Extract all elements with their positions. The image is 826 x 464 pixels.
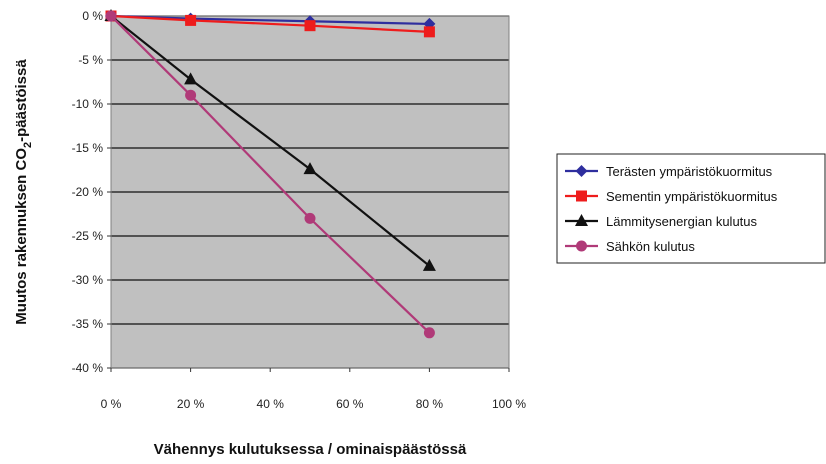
legend-item: Sähkön kulutus — [565, 239, 695, 254]
data-point — [185, 14, 197, 26]
legend-label: Sementin ympäristökuormitus — [606, 189, 778, 204]
legend-marker — [575, 214, 588, 226]
legend: Terästen ympäristökuormitus Sementin ympä… — [556, 153, 826, 264]
y-axis-title-subscript: 2 — [22, 142, 34, 148]
x-axis-title: Vähennys kulutuksessa / ominaispäästössä — [154, 441, 467, 458]
y-tick-label: -20 % — [72, 185, 104, 199]
legend-label: Sähkön kulutus — [606, 239, 695, 254]
legend-label: Terästen ympäristökuormitus — [606, 164, 773, 179]
series-layer — [104, 9, 436, 339]
legend-items: Terästen ympäristökuormitus Sementin ympä… — [565, 164, 778, 254]
y-tick-label: -35 % — [72, 317, 104, 331]
legend-item: Sementin ympäristökuormitus — [565, 189, 778, 204]
y-tick-label: -25 % — [72, 229, 104, 243]
y-tick-label: -15 % — [72, 141, 104, 155]
y-tick-label: -40 % — [72, 361, 104, 375]
legend-box — [556, 153, 826, 264]
data-point — [423, 327, 435, 339]
data-point — [185, 89, 197, 101]
y-axis-title-suffix: -päästöissä — [13, 59, 30, 142]
x-tick-label: 40 % — [257, 397, 285, 411]
x-tick-label: 60 % — [336, 397, 364, 411]
x-axis-ticks: 0 % 20 % 40 % 60 % 80 % 100 % — [101, 368, 526, 411]
data-point — [423, 26, 435, 38]
series-line — [110, 14, 430, 33]
data-point — [303, 162, 317, 175]
series-line — [110, 15, 431, 334]
legend-marker — [576, 240, 587, 252]
x-tick-label: 100 % — [492, 397, 526, 411]
data-point — [304, 212, 316, 224]
series-4 — [105, 10, 435, 339]
y-axis-ticks: 0 % -5 % -10 % -15 % -20 % -25 % -30 % -35 % -40… — [72, 9, 111, 375]
y-axis-title-main: Muutos rakennuksen CO — [13, 148, 30, 325]
legend-label: Lämmitysenergian kulutus — [606, 214, 758, 229]
y-axis-title: Muutos rakennuksen CO2-päästöissä — [13, 59, 34, 325]
legend-item: Lämmitysenergian kulutus — [565, 214, 758, 229]
x-tick-label: 80 % — [416, 397, 444, 411]
legend-item: Terästen ympäristökuormitus — [565, 164, 773, 179]
data-point — [105, 10, 117, 22]
y-tick-label: -5 % — [78, 53, 103, 67]
y-tick-label: 0 % — [82, 9, 103, 23]
data-point — [184, 72, 198, 85]
x-tick-label: 20 % — [177, 397, 205, 411]
data-point — [422, 258, 436, 271]
data-point — [304, 20, 316, 32]
y-tick-label: -30 % — [72, 273, 104, 287]
y-tick-label: -10 % — [72, 97, 104, 111]
series-line — [110, 15, 431, 267]
legend-marker — [576, 190, 587, 202]
legend-marker — [575, 165, 588, 177]
x-tick-label: 0 % — [101, 397, 122, 411]
